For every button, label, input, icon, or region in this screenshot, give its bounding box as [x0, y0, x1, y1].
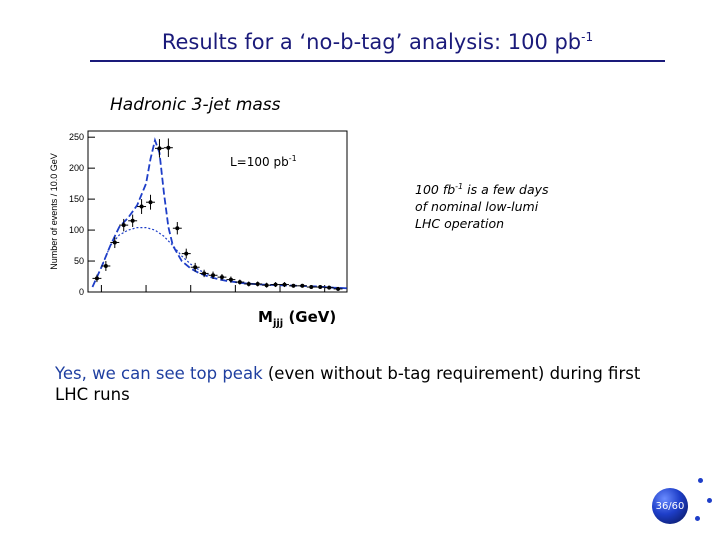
- data-point: [139, 204, 144, 209]
- data-point: [148, 200, 153, 205]
- x-tick-label: 100: [94, 295, 109, 296]
- note-line-1-exp: -1: [455, 182, 464, 191]
- data-point: [264, 283, 269, 288]
- slide-number: 36/60: [655, 500, 685, 512]
- note-line-2: of nominal low-lumi: [415, 199, 539, 215]
- mass-histogram-chart: 100 150 200 250 300 350 0 50 100 150 200 250 Number …: [49, 130, 348, 296]
- x-tick-label: 150: [139, 295, 154, 296]
- data-point: [184, 251, 189, 256]
- data-point: [237, 280, 242, 285]
- data-point: [300, 283, 305, 288]
- x-tick-label: 350: [317, 295, 332, 296]
- x-axis-label-main: M: [258, 308, 273, 326]
- slide-title: Results for a ‘no-b-tag’ analysis: 100 p…: [90, 30, 665, 54]
- data-point: [255, 281, 260, 286]
- data-point: [336, 286, 341, 291]
- data-point: [318, 285, 323, 290]
- x-tick-label: 300: [273, 295, 288, 296]
- x-tick-label: 250: [228, 295, 243, 296]
- data-point: [103, 263, 108, 268]
- decor-dot: [698, 478, 703, 483]
- data-point: [175, 226, 180, 231]
- background-fit-curve: [100, 226, 209, 276]
- data-point: [121, 223, 126, 228]
- y-tick-label: 100: [69, 225, 84, 235]
- slide-number-badge: 36/60: [652, 488, 688, 524]
- slide-title-text: Results for a ‘no-b-tag’ analysis: 100 p…: [161, 30, 582, 54]
- data-point: [309, 285, 314, 290]
- decor-dot: [707, 498, 712, 503]
- x-axis-label: Mjjj (GeV): [258, 308, 336, 329]
- data-point: [130, 218, 135, 223]
- data-point: [94, 276, 99, 281]
- note-line-3: LHC operation: [415, 216, 505, 232]
- y-axis-label: Number of events / 10.0 GeV: [49, 153, 59, 270]
- conclusion-text: Yes, we can see top peak (even without b…: [55, 363, 655, 405]
- data-point: [228, 277, 233, 282]
- data-point: [282, 282, 287, 287]
- luminosity-annotation-text: L=100 pb: [230, 155, 289, 169]
- signal-plus-background-fit-curve: [91, 137, 348, 290]
- data-point: [327, 285, 332, 290]
- x-tick-label: 200: [183, 295, 198, 296]
- y-tick-label: 0: [79, 287, 84, 296]
- x-axis-label-unit: (GeV): [283, 308, 337, 326]
- data-point: [202, 271, 207, 276]
- decor-dot: [695, 516, 700, 521]
- data-point: [211, 273, 216, 278]
- conclusion-rest: (even without b-tag requirement) during …: [55, 364, 641, 404]
- x-axis-label-sub: jjj: [272, 318, 284, 329]
- title-underline: [90, 60, 665, 62]
- y-tick-label: 150: [69, 194, 84, 204]
- luminosity-note: 100 fb-1 is a few days of nominal low-lu…: [415, 178, 549, 232]
- data-point: [219, 275, 224, 280]
- luminosity-annotation-exp: -1: [289, 154, 297, 163]
- data-point: [273, 282, 278, 287]
- data-point: [246, 281, 251, 286]
- data-point: [112, 240, 117, 245]
- note-line-1-pre: 100 fb: [415, 182, 456, 198]
- note-line-1: 100 fb-1 is a few days: [415, 178, 549, 198]
- conclusion-highlight: Yes, we can see top peak: [55, 364, 263, 383]
- plot-frame: [87, 130, 348, 293]
- data-point: [166, 145, 171, 150]
- y-tick-label: 200: [69, 163, 84, 173]
- data-point: [193, 265, 198, 270]
- note-line-1-post: is a few days: [463, 182, 549, 198]
- plot-heading: Hadronic 3-jet mass: [110, 95, 281, 115]
- slide-title-exponent: -1: [581, 30, 594, 44]
- data-point: [157, 146, 162, 151]
- data-point: [291, 283, 296, 288]
- y-tick-label: 250: [69, 132, 84, 142]
- y-tick-label: 50: [74, 256, 84, 266]
- luminosity-annotation: L=100 pb-1: [230, 154, 297, 169]
